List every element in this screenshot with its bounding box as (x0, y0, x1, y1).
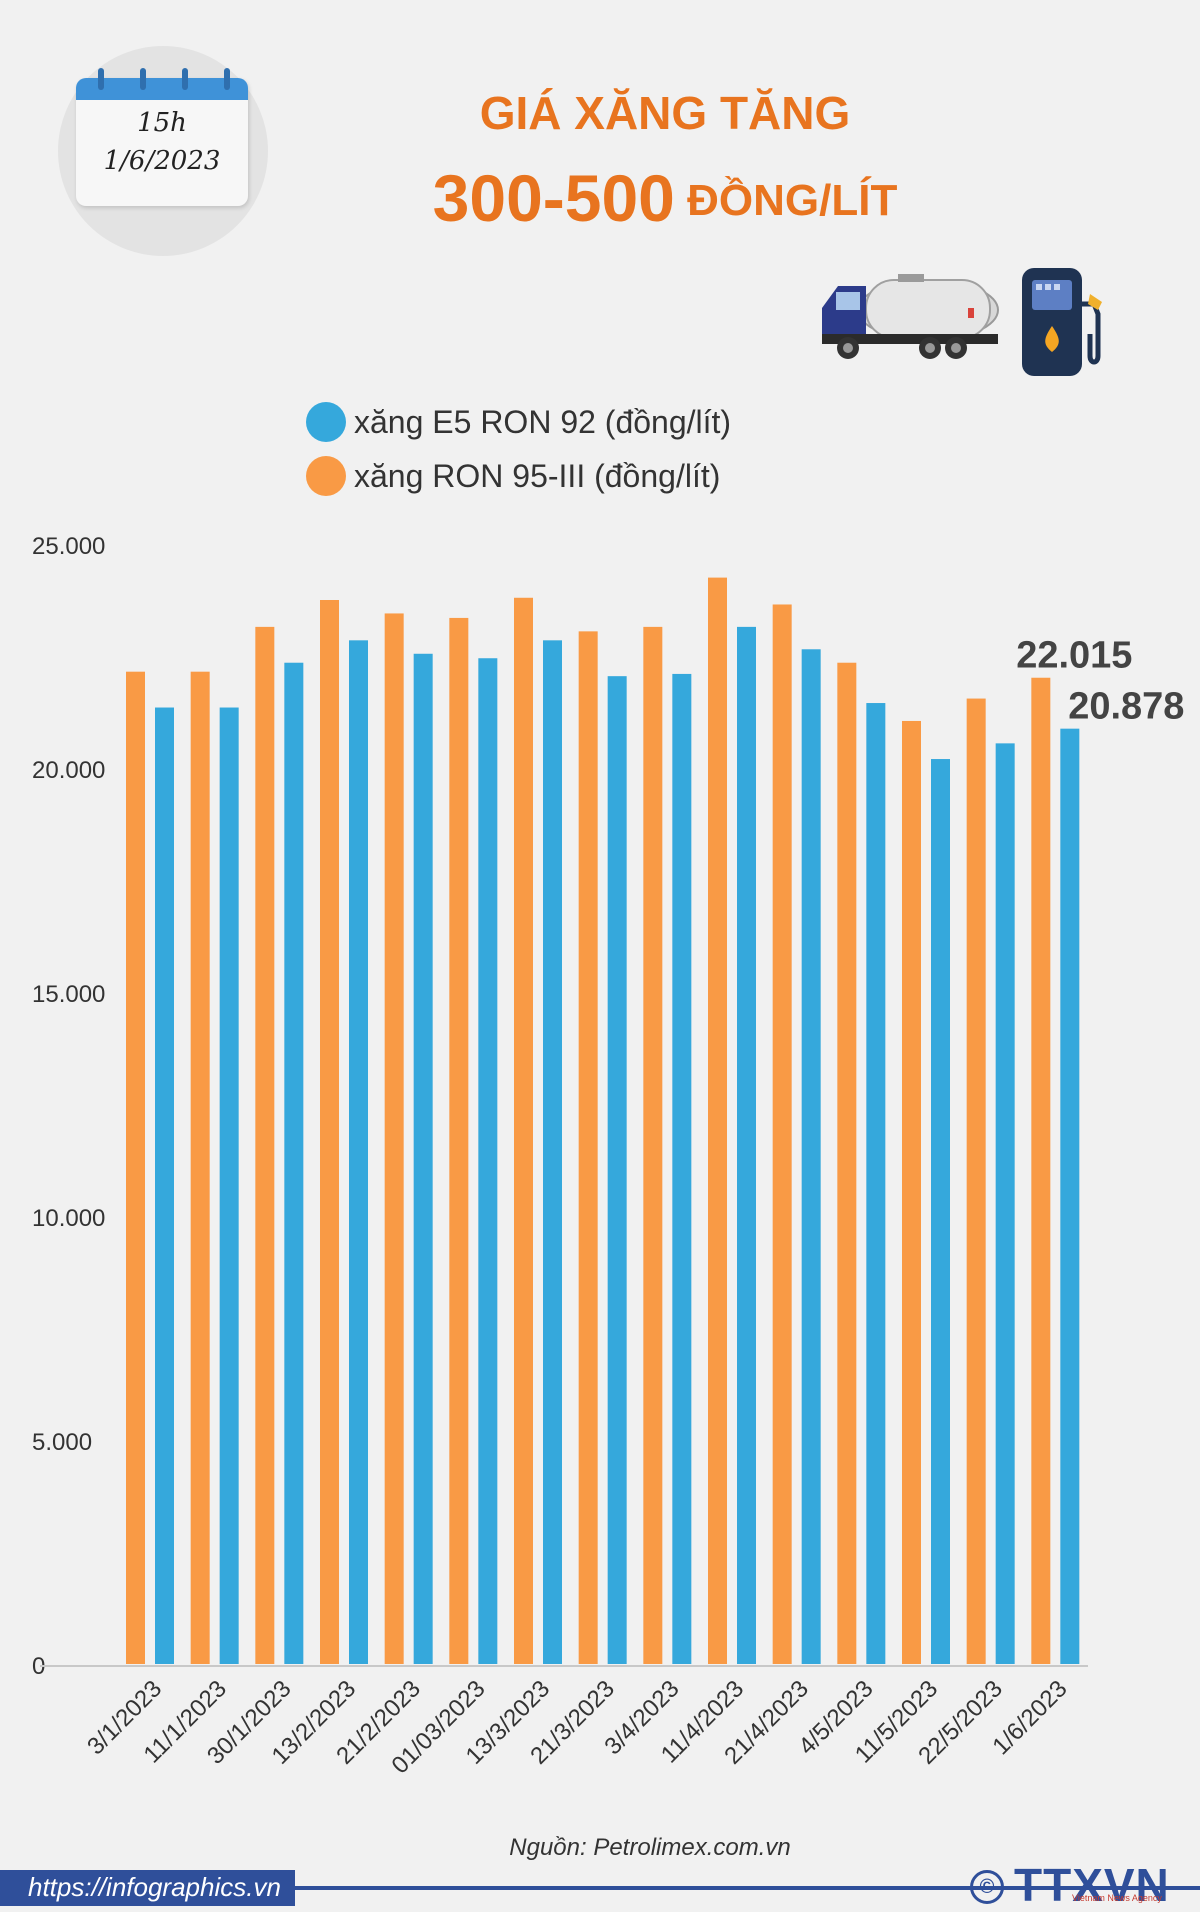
y-tick-label: 15.000 (32, 981, 105, 1008)
bar-ron95 (320, 600, 339, 1664)
legend-swatch-e5 (306, 402, 346, 442)
calendar-time: 15h (137, 108, 187, 138)
bar-ron95 (514, 597, 533, 1664)
bar-ron95 (578, 631, 598, 1664)
bar-e5 (995, 743, 1015, 1664)
bar-ron95 (449, 617, 469, 1665)
data-label-e5: 20.878 (1068, 686, 1184, 728)
bar-ron95 (126, 671, 145, 1664)
bar-e5 (413, 653, 433, 1664)
y-tick-label: 10.000 (32, 1205, 105, 1232)
bar-e5 (543, 640, 562, 1664)
source-note: Nguồn: Petrolimex.com.vn (509, 1834, 791, 1861)
bar-e5 (866, 703, 886, 1664)
ttxvn-logo: TTXVN (1014, 1859, 1170, 1911)
y-tick-label: 0 (32, 1653, 45, 1680)
bar-e5 (801, 649, 821, 1664)
legend-item-ron95: xăng RON 95-III (đồng/lít) (306, 456, 720, 496)
data-label-ron95: 22.015 (1016, 635, 1132, 677)
title-amount: 300-500 (432, 161, 675, 235)
legend-label-e5: xăng E5 RON 92 (đồng/lít) (354, 403, 732, 440)
bar-e5 (737, 626, 756, 1664)
bar-chart: 05.00010.00015.00020.00025.0003/1/202311… (32, 533, 1184, 1779)
calendar-ring (224, 68, 230, 90)
bar-ron95 (708, 577, 727, 1664)
y-tick-label: 25.000 (32, 533, 105, 560)
y-tick-label: 5.000 (32, 1429, 92, 1456)
calendar-ring (182, 68, 188, 90)
bar-ron95 (190, 671, 210, 1664)
legend-item-e5: xăng E5 RON 92 (đồng/lít) (306, 402, 731, 442)
calendar-ring (140, 68, 146, 90)
bar-ron95 (837, 662, 857, 1664)
bar-e5 (931, 759, 950, 1664)
y-tick-label: 20.000 (32, 757, 105, 784)
bar-e5 (607, 676, 627, 1664)
bar-ron95 (772, 604, 792, 1664)
bar-ron95 (966, 698, 986, 1664)
calendar-ring (98, 68, 104, 90)
footer-line (295, 1886, 1200, 1890)
bar-ron95 (255, 626, 275, 1664)
bar-ron95 (384, 613, 404, 1665)
bar-e5 (672, 673, 692, 1664)
calendar-header-bar (76, 78, 248, 100)
bar-e5 (219, 707, 239, 1664)
bar-e5 (155, 707, 174, 1664)
bar-e5 (349, 640, 368, 1664)
tanker-truck-icon (822, 274, 999, 359)
bar-e5 (478, 658, 498, 1664)
footer-band (0, 1870, 295, 1906)
legend-label-ron95: xăng RON 95-III (đồng/lít) (354, 457, 721, 494)
bar-e5 (1060, 728, 1080, 1664)
bar-ron95 (1031, 677, 1051, 1664)
ttxvn-logo-subtitle: Vietnam News Agency (1072, 1893, 1162, 1903)
page-title: GIÁ XĂNG TĂNG (479, 87, 851, 139)
legend-swatch-ron95 (306, 456, 346, 496)
fuel-pump-icon (1022, 268, 1102, 376)
bar-ron95 (902, 720, 921, 1664)
copyright-icon: © (970, 1870, 1004, 1904)
bar-ron95 (643, 626, 663, 1664)
calendar-date: 1/6/2023 (103, 146, 221, 176)
footer-url[interactable]: https://infographics.vn (28, 1872, 281, 1902)
page-subtitle: 300-500 ĐỒNG/LÍT (350, 160, 980, 236)
title-unit: ĐỒNG/LÍT (687, 176, 898, 225)
bar-e5 (284, 662, 304, 1664)
